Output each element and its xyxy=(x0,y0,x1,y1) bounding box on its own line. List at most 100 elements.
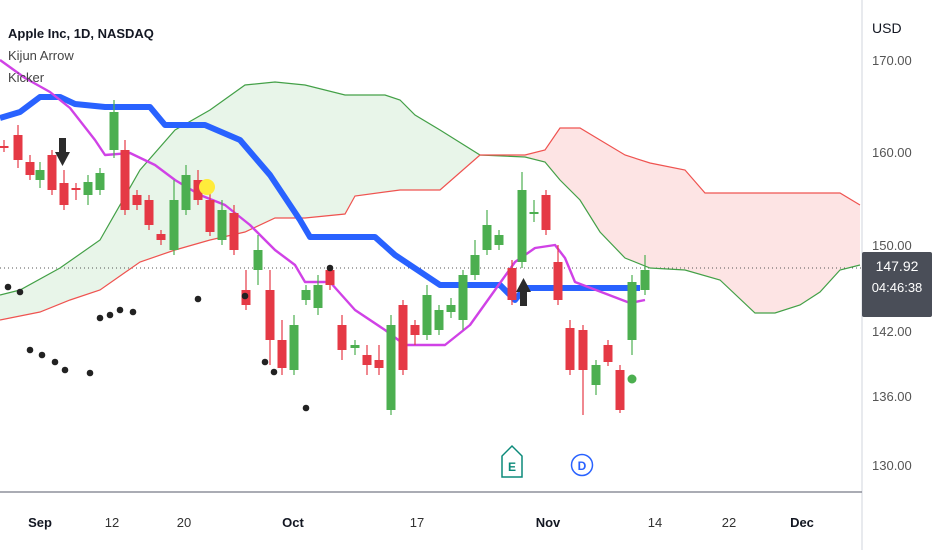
indicator-kijun-arrow[interactable]: Kijun Arrow xyxy=(8,48,74,63)
candle-body-10 xyxy=(120,150,130,210)
candle-body-49 xyxy=(591,365,601,385)
price-tick-4: 136.00 xyxy=(872,389,912,404)
candle-body-14 xyxy=(169,200,179,250)
candle-body-53 xyxy=(640,270,650,290)
kijun-arrow-down-shaft xyxy=(59,138,66,154)
candle-body-11 xyxy=(132,195,142,205)
kicker-dot-13 xyxy=(261,358,269,366)
dividend-marker-icon xyxy=(570,453,594,477)
candle-body-29 xyxy=(350,345,360,348)
currency-label: USD xyxy=(872,20,902,36)
candle-body-36 xyxy=(434,310,444,330)
candle-body-33 xyxy=(398,305,408,370)
candle-body-6 xyxy=(71,188,81,190)
kicker-dot-12 xyxy=(241,292,249,300)
candle-body-47 xyxy=(565,328,575,370)
price-tick-3: 142.00 xyxy=(872,324,912,339)
candle-body-2 xyxy=(25,162,35,175)
cloud-bearish xyxy=(480,128,860,313)
candle-body-3 xyxy=(35,170,45,180)
last-price-value: 147.92 xyxy=(875,258,919,274)
kijun-arrow-down-icon xyxy=(55,152,70,166)
kijun-arrow-up-icon xyxy=(516,278,531,292)
date-tick-5: Nov xyxy=(536,515,561,530)
kicker-dot-8 xyxy=(106,311,114,319)
price-tick-0: 170.00 xyxy=(872,53,912,68)
candle-body-41 xyxy=(494,235,504,245)
candle-body-17 xyxy=(205,200,215,232)
candle-body-45 xyxy=(541,195,551,230)
senkou-span-b-line xyxy=(0,127,861,321)
candle-body-16 xyxy=(193,180,203,200)
date-tick-7: 22 xyxy=(722,515,736,530)
candle-body-40 xyxy=(482,225,492,250)
date-tick-4: 17 xyxy=(410,515,424,530)
candle-body-37 xyxy=(446,305,456,312)
candle-body-22 xyxy=(265,290,275,340)
candle-body-12 xyxy=(144,200,154,225)
candle-body-15 xyxy=(181,175,191,210)
kicker-dot-15 xyxy=(302,404,310,412)
earnings-marker-label: E xyxy=(508,460,516,474)
candle-body-48 xyxy=(578,330,588,370)
kicker-dot-10 xyxy=(129,308,137,316)
candle-body-34 xyxy=(410,325,420,335)
candle-body-31 xyxy=(374,360,384,368)
candle-body-44 xyxy=(529,212,539,214)
kicker-dot-6 xyxy=(86,369,94,377)
candle-body-39 xyxy=(470,255,480,275)
kicker-dot-0 xyxy=(4,283,12,291)
candle-body-35 xyxy=(422,295,432,335)
kicker-dot-2 xyxy=(26,346,34,354)
kicker-dot-4 xyxy=(51,358,59,366)
date-tick-1: 12 xyxy=(105,515,119,530)
candle-body-27 xyxy=(325,270,335,285)
date-tick-8: Dec xyxy=(790,515,814,530)
kicker-dot-11 xyxy=(194,295,202,303)
date-tick-0: Sep xyxy=(28,515,52,530)
candle-body-8 xyxy=(95,173,105,190)
price-tick-1: 160.00 xyxy=(872,145,912,160)
candle-body-43 xyxy=(517,190,527,262)
indicator-kicker[interactable]: Kicker xyxy=(8,70,45,85)
candle-body-24 xyxy=(289,325,299,370)
candle-body-50 xyxy=(603,345,613,362)
last-price-tag: 147.92 04:46:38 xyxy=(862,252,932,317)
candle-body-52 xyxy=(627,282,637,340)
candle-body-46 xyxy=(553,262,563,300)
candle-body-21 xyxy=(253,250,263,270)
candle-body-26 xyxy=(313,285,323,308)
candle-body-13 xyxy=(156,234,166,240)
cloud-bullish xyxy=(0,82,480,320)
candle-body-25 xyxy=(301,290,311,300)
candle-body-42 xyxy=(507,268,517,300)
dividend-marker-label: D xyxy=(578,459,587,473)
signal-dot-yellow xyxy=(199,179,215,195)
candle-body-30 xyxy=(362,355,372,365)
kijun-arrow-up-shaft xyxy=(520,290,527,306)
candle-body-4 xyxy=(47,155,57,190)
earnings-marker-icon xyxy=(501,444,523,478)
tenkan-sen-line xyxy=(0,59,646,347)
candle-body-51 xyxy=(615,370,625,410)
kijun-sen-line xyxy=(0,94,640,303)
candle-body-1 xyxy=(13,135,23,160)
candle-body-19 xyxy=(229,213,239,250)
kicker-dot-5 xyxy=(61,366,69,374)
kicker-dot-3 xyxy=(38,351,46,359)
candle-body-5 xyxy=(59,183,69,205)
candle-body-0 xyxy=(0,146,9,148)
candle-body-18 xyxy=(217,210,227,240)
signal-dot-green xyxy=(627,374,637,384)
kicker-dot-9 xyxy=(116,306,124,314)
price-tick-2: 150.00 xyxy=(872,238,912,253)
kicker-dot-16 xyxy=(326,264,334,272)
kicker-dot-14 xyxy=(270,368,278,376)
chart-title: Apple Inc, 1D, NASDAQ xyxy=(8,26,154,41)
kicker-dot-1 xyxy=(16,288,24,296)
date-tick-6: 14 xyxy=(648,515,662,530)
candle-body-32 xyxy=(386,325,396,410)
kicker-dot-7 xyxy=(96,314,104,322)
